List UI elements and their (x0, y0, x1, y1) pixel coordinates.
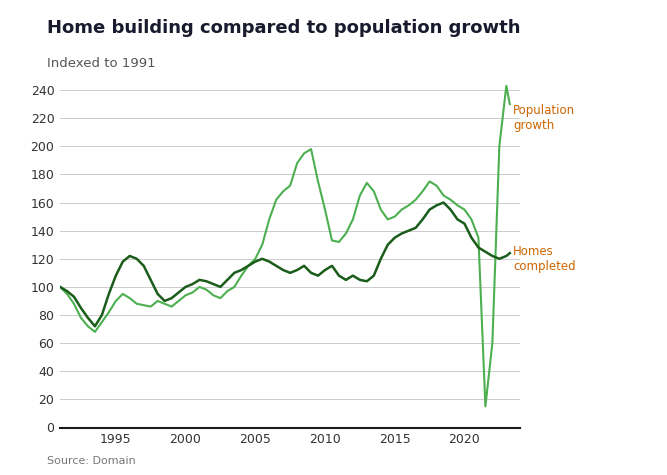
Text: Home building compared to population growth: Home building compared to population gro… (47, 19, 520, 37)
Text: Homes
completed: Homes completed (514, 245, 576, 273)
Text: Source: Domain: Source: Domain (47, 456, 135, 466)
Text: Indexed to 1991: Indexed to 1991 (47, 57, 155, 70)
Text: Population
growth: Population growth (514, 104, 576, 132)
